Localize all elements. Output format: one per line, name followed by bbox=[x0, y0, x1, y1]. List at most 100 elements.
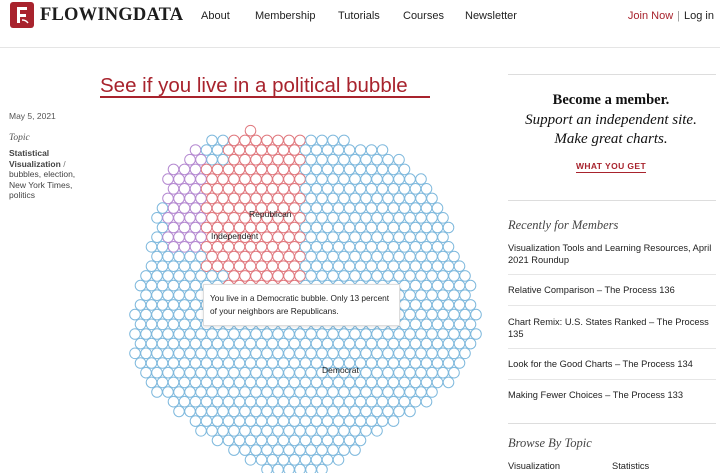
neighbor-bubble[interactable] bbox=[244, 434, 257, 447]
neighbor-bubble[interactable] bbox=[420, 183, 433, 195]
nav-courses[interactable]: Courses bbox=[403, 10, 444, 22]
nav-membership[interactable]: Membership bbox=[255, 10, 316, 22]
neighbor-bubble[interactable] bbox=[239, 328, 251, 340]
neighbor-bubble[interactable] bbox=[239, 270, 251, 282]
neighbor-bubble[interactable] bbox=[316, 405, 328, 418]
neighbor-bubble[interactable] bbox=[376, 395, 389, 408]
topic-statistics[interactable]: Statistics bbox=[612, 461, 650, 471]
neighbor-bubble[interactable] bbox=[332, 454, 345, 466]
neighbor-bubble[interactable] bbox=[261, 134, 273, 147]
neighbor-bubble[interactable] bbox=[250, 386, 262, 398]
neighbor-bubble[interactable] bbox=[222, 260, 235, 272]
neighbor-bubble[interactable] bbox=[338, 444, 350, 456]
neighbor-bubble[interactable] bbox=[310, 337, 323, 350]
neighbor-bubble[interactable] bbox=[404, 405, 416, 418]
neighbor-bubble[interactable] bbox=[437, 270, 449, 282]
neighbor-bubble[interactable] bbox=[244, 454, 257, 466]
neighbor-bubble[interactable] bbox=[448, 308, 460, 321]
neighbor-bubble[interactable] bbox=[200, 144, 213, 156]
neighbor-bubble[interactable] bbox=[151, 366, 163, 379]
neighbor-bubble[interactable] bbox=[162, 366, 174, 379]
neighbor-bubble[interactable] bbox=[349, 153, 361, 166]
neighbor-bubble[interactable] bbox=[305, 153, 317, 166]
neighbor-bubble[interactable] bbox=[420, 299, 433, 311]
neighbor-bubble[interactable] bbox=[134, 337, 147, 350]
neighbor-bubble[interactable] bbox=[371, 231, 383, 243]
neighbor-bubble[interactable] bbox=[222, 376, 235, 389]
neighbor-bubble[interactable] bbox=[178, 337, 191, 350]
neighbor-bubble[interactable] bbox=[442, 221, 455, 234]
neighbor-bubble[interactable] bbox=[195, 328, 207, 340]
neighbor-bubble[interactable] bbox=[255, 183, 268, 195]
neighbor-bubble[interactable] bbox=[360, 386, 372, 398]
neighbor-bubble[interactable] bbox=[360, 425, 372, 437]
neighbor-bubble[interactable] bbox=[327, 347, 339, 360]
neighbor-bubble[interactable] bbox=[288, 395, 301, 408]
neighbor-bubble[interactable] bbox=[299, 434, 312, 447]
neighbor-bubble[interactable] bbox=[420, 337, 433, 350]
neighbor-bubble[interactable] bbox=[431, 202, 444, 214]
neighbor-bubble[interactable] bbox=[184, 289, 196, 301]
neighbor-bubble[interactable] bbox=[162, 270, 174, 282]
neighbor-bubble[interactable] bbox=[332, 202, 345, 214]
neighbor-bubble[interactable] bbox=[233, 434, 246, 447]
neighbor-bubble[interactable] bbox=[134, 299, 147, 311]
neighbor-bubble[interactable] bbox=[233, 183, 246, 195]
neighbor-bubble[interactable] bbox=[211, 183, 224, 195]
neighbor-bubble[interactable] bbox=[277, 144, 290, 156]
neighbor-bubble[interactable] bbox=[431, 241, 444, 253]
neighbor-bubble[interactable] bbox=[195, 366, 207, 379]
neighbor-bubble[interactable] bbox=[195, 425, 207, 437]
neighbor-bubble[interactable] bbox=[294, 405, 306, 418]
neighbor-bubble[interactable] bbox=[371, 270, 383, 282]
neighbor-bubble[interactable] bbox=[448, 250, 460, 263]
neighbor-bubble[interactable] bbox=[371, 153, 383, 166]
neighbor-bubble[interactable] bbox=[140, 270, 152, 282]
neighbor-bubble[interactable] bbox=[211, 144, 224, 156]
neighbor-bubble[interactable] bbox=[409, 260, 422, 272]
neighbor-bubble[interactable] bbox=[470, 328, 482, 340]
neighbor-bubble[interactable] bbox=[244, 260, 257, 272]
neighbor-bubble[interactable] bbox=[431, 318, 444, 331]
neighbor-bubble[interactable] bbox=[266, 241, 279, 253]
neighbor-bubble[interactable] bbox=[283, 192, 295, 205]
neighbor-bubble[interactable] bbox=[167, 299, 180, 311]
neighbor-bubble[interactable] bbox=[217, 347, 229, 360]
neighbor-bubble[interactable] bbox=[288, 337, 301, 350]
neighbor-bubble[interactable] bbox=[354, 144, 367, 156]
neighbor-bubble[interactable] bbox=[393, 405, 405, 418]
neighbor-bubble[interactable] bbox=[382, 270, 394, 282]
neighbor-bubble[interactable] bbox=[332, 434, 345, 447]
neighbor-bubble[interactable] bbox=[299, 202, 312, 214]
neighbor-bubble[interactable] bbox=[332, 221, 345, 234]
neighbor-bubble[interactable] bbox=[431, 357, 444, 369]
neighbor-bubble[interactable] bbox=[420, 318, 433, 331]
neighbor-bubble[interactable] bbox=[277, 337, 290, 350]
neighbor-bubble[interactable] bbox=[398, 221, 411, 234]
neighbor-bubble[interactable] bbox=[189, 395, 202, 408]
neighbor-bubble[interactable] bbox=[184, 386, 196, 398]
neighbor-bubble[interactable] bbox=[206, 425, 218, 437]
neighbor-bubble[interactable] bbox=[222, 163, 235, 176]
neighbor-bubble[interactable] bbox=[321, 434, 334, 447]
neighbor-bubble[interactable] bbox=[228, 250, 240, 263]
neighbor-bubble[interactable] bbox=[398, 202, 411, 214]
neighbor-bubble[interactable] bbox=[266, 221, 279, 234]
neighbor-bubble[interactable] bbox=[272, 366, 284, 379]
neighbor-bubble[interactable] bbox=[404, 386, 416, 398]
neighbor-bubble[interactable] bbox=[228, 153, 240, 166]
neighbor-bubble[interactable] bbox=[431, 279, 444, 292]
neighbor-bubble[interactable] bbox=[316, 153, 328, 166]
neighbor-bubble[interactable] bbox=[431, 376, 444, 389]
neighbor-bubble[interactable] bbox=[299, 241, 312, 253]
neighbor-bubble[interactable] bbox=[266, 395, 279, 408]
neighbor-bubble[interactable] bbox=[206, 405, 218, 418]
join-now-link[interactable]: Join Now bbox=[627, 10, 674, 22]
neighbor-bubble[interactable] bbox=[206, 192, 218, 205]
neighbor-bubble[interactable] bbox=[360, 366, 372, 379]
neighbor-bubble[interactable] bbox=[255, 395, 268, 408]
neighbor-bubble[interactable] bbox=[294, 463, 306, 473]
neighbor-bubble[interactable] bbox=[426, 386, 438, 398]
neighbor-bubble[interactable] bbox=[217, 250, 229, 263]
neighbor-bubble[interactable] bbox=[255, 376, 268, 389]
